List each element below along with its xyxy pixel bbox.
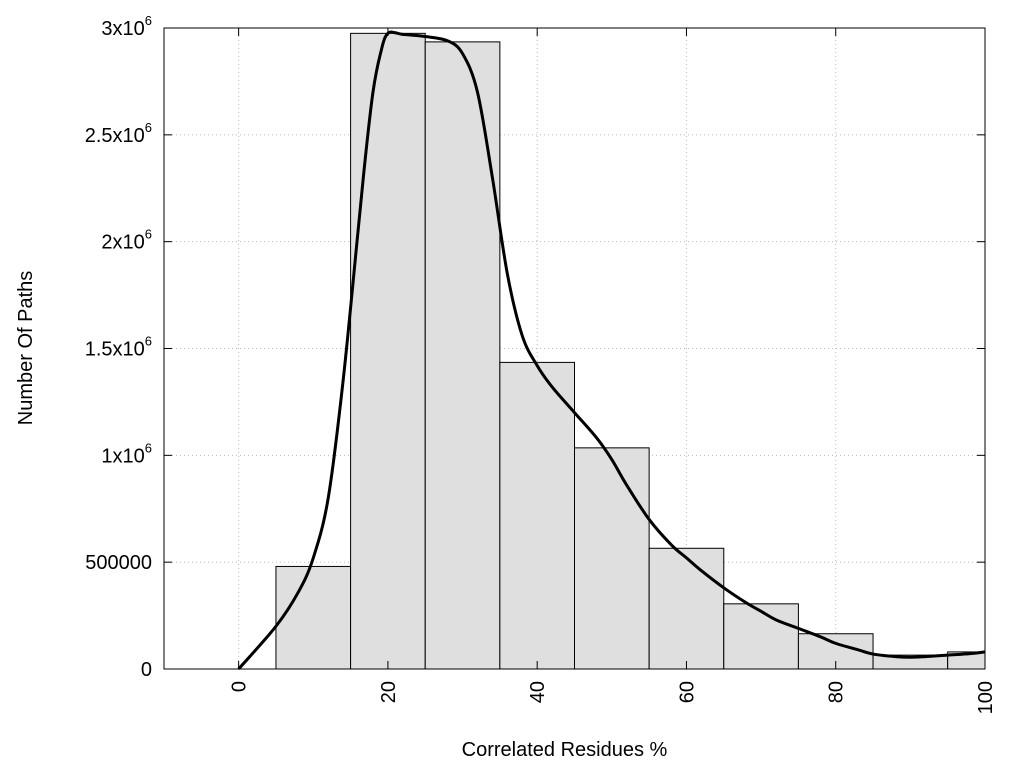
x-tick-label: 60	[676, 681, 698, 703]
y-axis-label: Number Of Paths	[15, 271, 37, 426]
x-tick-label: 0	[229, 681, 251, 692]
histogram-bar	[424, 41, 501, 670]
histogram-bar	[499, 361, 576, 670]
x-axis-ticks: 0 20 40 60 80 100	[229, 28, 997, 714]
y-tick-label: 0	[141, 659, 152, 681]
density-curve	[237, 30, 986, 670]
y-tick-label: 3x106	[101, 13, 152, 40]
y-axis-ticks: 0 500000 1x106 1.5x106 2x106 2.5x106 3x106	[85, 13, 985, 681]
histogram-bar	[648, 547, 725, 670]
histogram-bar	[723, 603, 799, 670]
x-tick-label: 20	[378, 681, 400, 703]
x-tick-label: 100	[975, 681, 997, 714]
y-tick-label: 500000	[85, 552, 152, 574]
histogram-bar	[574, 447, 650, 670]
y-tick-label: 1.5x106	[85, 334, 152, 361]
histogram-bar	[350, 32, 426, 670]
x-axis-label: Correlated Residues %	[462, 739, 668, 761]
y-tick-label: 2x106	[101, 227, 152, 254]
x-tick-label: 80	[826, 681, 848, 703]
x-tick-label: 40	[527, 681, 549, 703]
y-tick-label: 1x106	[101, 440, 152, 467]
histogram-bars	[275, 32, 986, 670]
y-tick-label: 2.5x106	[85, 120, 152, 147]
histogram-bar	[275, 565, 352, 670]
